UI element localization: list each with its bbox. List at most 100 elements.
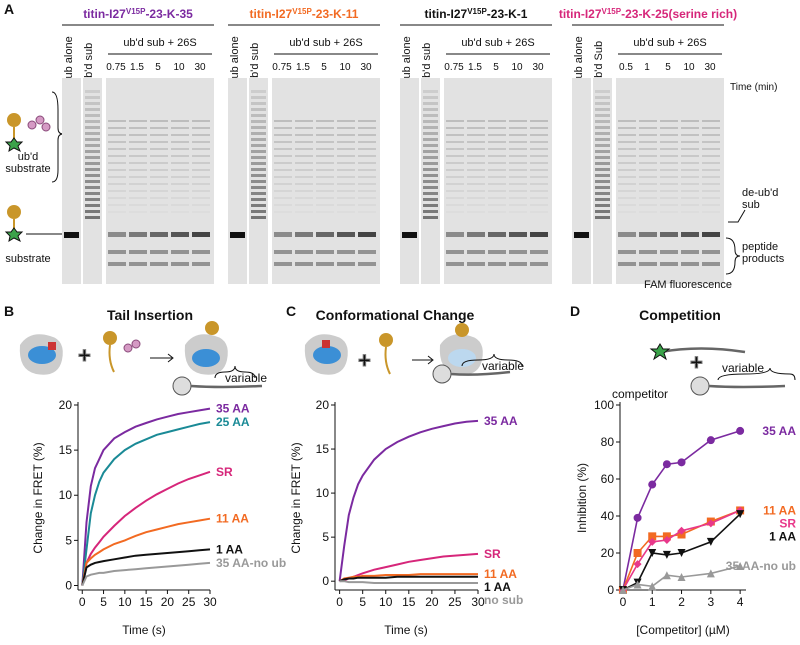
chart-title: Competition [639,307,721,323]
smear [639,169,657,171]
smear [681,148,699,150]
smear [446,155,464,157]
smear [595,150,610,153]
band [337,232,355,237]
time-label: 30 [704,62,716,73]
smear [681,162,699,164]
smear [274,204,292,206]
y-tick-label: 5 [322,530,329,544]
smear [488,134,506,136]
smear [509,148,527,150]
smear [488,127,506,129]
smear [660,120,678,122]
smear [85,114,100,117]
smear [150,197,168,199]
band [171,232,189,237]
smear [108,120,126,122]
series-label: 35 AA-no ub [216,556,286,570]
series-line [339,575,478,583]
smear [316,176,334,178]
smear [251,132,266,135]
smear [509,127,527,129]
smear [129,127,147,129]
group-label: ub'd sub + 26S [123,37,196,49]
group-label: ub'd sub + 26S [289,37,362,49]
smear [681,127,699,129]
time-label: 0.75 [444,62,464,73]
y-tick-label: 80 [601,435,615,449]
panel-label: C [286,303,296,319]
marker [633,513,642,522]
smear [467,141,485,143]
smear [129,120,147,122]
smear [85,144,100,147]
band [192,232,210,237]
smear [423,204,438,207]
gel-title-part: -23-K-11 [312,7,359,21]
smear [150,155,168,157]
smear [595,90,610,93]
smear [595,126,610,129]
group-label: ub'd sub + 26S [461,37,534,49]
smear [639,148,657,150]
band [295,232,313,237]
smear [251,210,266,213]
smear [488,155,506,157]
band [150,250,168,254]
gel-annotation: ub'd [18,151,38,163]
smear [337,162,355,164]
x-tick-label: 20 [161,595,175,609]
smear [85,138,100,141]
smear [467,134,485,136]
series-label: 35 AA [216,402,250,416]
gel-annotation: substrate [5,163,50,175]
smear [530,183,548,185]
smear [150,120,168,122]
smear [467,190,485,192]
smear [337,155,355,157]
smear [423,102,438,105]
smear [316,169,334,171]
smear [530,197,548,199]
smear [446,204,464,206]
smear [595,192,610,195]
marker [648,582,657,591]
smear [488,120,506,122]
time-label: 1 [644,62,650,73]
series-label: SR [484,547,501,561]
annotation: variable [722,361,764,375]
marker [633,549,642,557]
smear [681,204,699,206]
smear [446,127,464,129]
smear [423,138,438,141]
x-tick-label: 20 [425,595,439,609]
y-axis-label: Change in FRET (%) [31,442,45,553]
gel [616,78,724,284]
smear [530,120,548,122]
smear [358,190,376,192]
smear [358,120,376,122]
smear [251,120,266,123]
time-label: 5 [321,62,327,73]
band [488,250,506,254]
smear [530,141,548,143]
smear [85,174,100,177]
marker [648,532,657,541]
smear [446,176,464,178]
smear [702,197,720,199]
y-tick-label: 0 [65,578,72,592]
smear [702,204,720,206]
marker [677,573,686,582]
smear [446,197,464,199]
smear [530,190,548,192]
gel-title-part: V15P [126,7,146,16]
smear [509,155,527,157]
smear [251,126,266,129]
smear [192,141,210,143]
marker [736,510,745,519]
smear [702,190,720,192]
chart-title: Conformational Change [316,307,475,323]
series-line [338,419,479,582]
marker [633,560,642,569]
